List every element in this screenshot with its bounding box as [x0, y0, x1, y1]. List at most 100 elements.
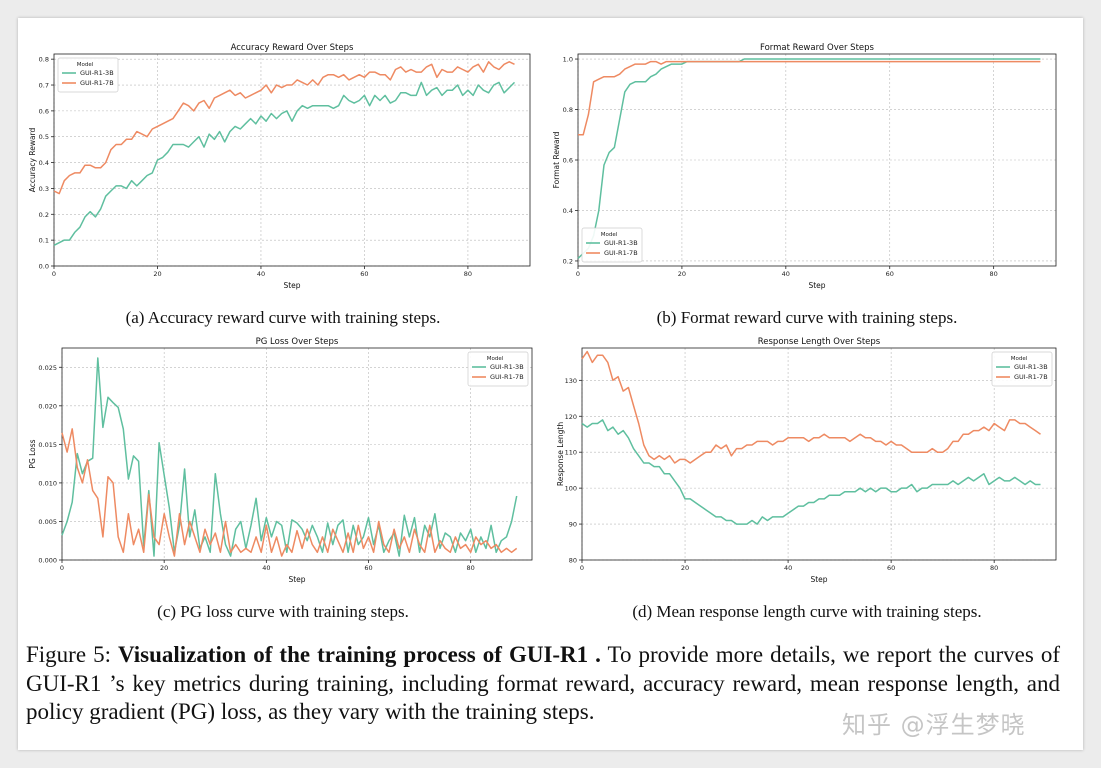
plot-area — [582, 348, 1056, 560]
x-tick-label: 20 — [681, 564, 689, 572]
y-tick-label: 0.4 — [39, 159, 49, 167]
y-tick-label: 0.4 — [563, 207, 573, 215]
y-axis-label: Format Reward — [552, 131, 561, 188]
y-tick-label: 100 — [565, 485, 577, 493]
y-tick-label: 0.5 — [39, 133, 49, 141]
pg-loss-chart: 0.000 0.005 0.010 0.015 0.020 0.025 0 20 40 60 80 P… — [28, 337, 533, 584]
x-tick-label: 80 — [990, 270, 998, 278]
y-tick-label: 0.015 — [38, 441, 57, 449]
legend-title: Model — [487, 356, 504, 362]
chart-title: Response Length Over Steps — [758, 337, 881, 347]
x-tick-label: 60 — [887, 564, 895, 572]
y-axis-label: PG Loss — [28, 439, 37, 468]
x-tick-label: 40 — [257, 270, 265, 278]
y-axis-label: Response Length — [556, 422, 565, 487]
x-tick-label: 60 — [886, 270, 894, 278]
series-line-gui-r1-7b — [578, 60, 1041, 136]
legend-label: GUI-R1-7B — [490, 373, 524, 381]
panel-response-length: 80 90 100 110 120 130 0 20 40 60 80 Response Length… — [542, 332, 1062, 587]
x-tick-label: 20 — [160, 564, 168, 572]
chart-title: Format Reward Over Steps — [760, 43, 875, 53]
y-tick-label: 0.010 — [38, 479, 57, 487]
y-tick-label: 110 — [565, 449, 577, 457]
y-tick-label: 0.005 — [38, 518, 57, 526]
y-tick-label: 80 — [569, 557, 577, 565]
legend-title: Model — [1011, 356, 1028, 362]
x-tick-label: 0 — [580, 564, 584, 572]
format-reward-chart: 0.2 0.4 0.6 0.8 1.0 0 20 40 60 80 Format Reward Ov… — [552, 43, 1057, 290]
legend-label: GUI-R1-3B — [80, 69, 114, 77]
x-tick-label: 20 — [153, 270, 161, 278]
x-tick-label: 40 — [782, 270, 790, 278]
x-tick-label: 40 — [784, 564, 792, 572]
legend-label: GUI-R1-3B — [604, 239, 638, 247]
subcaption-a: (a) Accuracy reward curve with training … — [125, 308, 441, 327]
y-tick-label: 0.3 — [39, 185, 49, 193]
series-line-gui-r1-3b — [53, 81, 516, 246]
chart-title: PG Loss Over Steps — [256, 337, 339, 347]
y-tick-label: 0.025 — [38, 364, 57, 372]
legend-label: GUI-R1-3B — [1014, 363, 1048, 371]
plot-area — [54, 54, 530, 266]
x-axis-label: Step — [808, 281, 825, 290]
legend-label: GUI-R1-7B — [604, 249, 638, 257]
response-length-chart: 80 90 100 110 120 130 0 20 40 60 80 Response Length… — [556, 337, 1057, 584]
x-tick-label: 60 — [360, 270, 368, 278]
y-tick-label: 0.020 — [38, 402, 57, 410]
series-line-gui-r1-3b — [581, 419, 1041, 525]
panel-accuracy-reward: 0.0 0.1 0.2 0.3 0.4 0.5 0.6 0.7 0.8 0 20 40 60 80 Accu… — [28, 38, 538, 293]
x-tick-label: 0 — [52, 270, 56, 278]
x-tick-label: 80 — [467, 564, 475, 572]
series-line-gui-r1-3b — [577, 58, 1041, 259]
figure-caption: Figure 5: Visualization of the training … — [26, 641, 1060, 727]
x-tick-label: 80 — [990, 564, 998, 572]
x-axis-label: Step — [810, 575, 827, 584]
plot-area — [62, 348, 532, 560]
plot-frame — [577, 53, 1057, 267]
y-tick-label: 90 — [569, 521, 577, 529]
x-tick-label: 0 — [60, 564, 64, 572]
chart-title: Accuracy Reward Over Steps — [231, 43, 354, 53]
legend-label: GUI-R1-7B — [80, 79, 114, 87]
y-tick-label: 0.8 — [39, 56, 49, 64]
y-tick-label: 0.000 — [38, 557, 57, 565]
figure-caption-text: To provide more details, we report the c… — [26, 642, 1060, 724]
y-tick-label: 0.7 — [39, 82, 49, 90]
subcaption-b: (b) Format reward curve with training st… — [656, 308, 958, 327]
x-axis-label: Step — [283, 281, 300, 290]
y-tick-label: 130 — [565, 377, 577, 385]
y-axis-label: Accuracy Reward — [28, 127, 37, 192]
panel-pg-loss: 0.000 0.005 0.010 0.015 0.020 0.025 0 20 40 60 80 P… — [28, 332, 538, 587]
subcaption-d: (d) Mean response length curve with trai… — [632, 602, 982, 621]
y-tick-label: 120 — [565, 413, 577, 421]
x-axis-label: Step — [288, 575, 305, 584]
x-tick-label: 80 — [464, 270, 472, 278]
figure-caption-bold: Visualization of the training process of… — [117, 642, 601, 667]
x-tick-label: 40 — [262, 564, 270, 572]
accuracy-reward-chart: 0.0 0.1 0.2 0.3 0.4 0.5 0.6 0.7 0.8 0 20 40 60 80 Accu… — [28, 43, 531, 290]
legend-label: GUI-R1-7B — [1014, 373, 1048, 381]
y-tick-label: 0.8 — [563, 106, 573, 114]
panel-format-reward: 0.2 0.4 0.6 0.8 1.0 0 20 40 60 80 Format Reward Ov… — [542, 38, 1062, 293]
series-line-gui-r1-7b — [53, 61, 515, 195]
y-tick-label: 0.2 — [563, 257, 573, 265]
subcaption-c: (c) PG loss curve with training steps. — [157, 602, 409, 621]
plot-frame — [581, 347, 1057, 561]
y-tick-label: 0.6 — [563, 157, 573, 165]
x-tick-label: 20 — [678, 270, 686, 278]
series-line-gui-r1-7b — [61, 428, 518, 557]
y-tick-label: 0.2 — [39, 211, 49, 219]
plot-frame — [53, 53, 531, 267]
legend-label: GUI-R1-3B — [490, 363, 524, 371]
plot-frame — [61, 347, 533, 561]
y-tick-label: 1.0 — [563, 56, 573, 64]
y-tick-label: 0.1 — [39, 237, 49, 245]
x-tick-label: 60 — [364, 564, 372, 572]
plot-area — [578, 54, 1056, 266]
legend-title: Model — [77, 62, 94, 68]
series-line-gui-r1-7b — [581, 350, 1041, 464]
